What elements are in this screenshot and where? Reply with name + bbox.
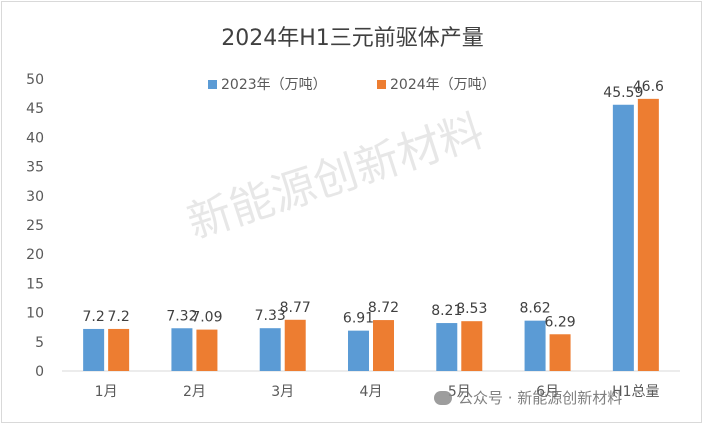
data-label: 8.53 xyxy=(456,301,487,317)
y-tick-label: 45 xyxy=(26,101,44,117)
x-tick-label: 6月 xyxy=(536,384,559,400)
data-label: 8.77 xyxy=(280,300,311,316)
bar-series1 xyxy=(83,328,105,371)
bar-series1 xyxy=(612,104,634,372)
y-tick-label: 30 xyxy=(26,189,44,205)
data-label: 6.91 xyxy=(343,311,374,327)
y-tick-label: 50 xyxy=(26,72,44,88)
legend-label: 2023年（万吨） xyxy=(221,77,327,93)
y-tick-label: 5 xyxy=(35,335,44,351)
y-tick-label: 20 xyxy=(26,247,44,263)
bar-series2 xyxy=(284,319,306,371)
bar-series2 xyxy=(549,334,571,371)
data-label: 46.6 xyxy=(633,79,664,95)
legend-swatch xyxy=(377,80,386,89)
watermark-footer-text: 公众号 · 新能源创新材料 xyxy=(458,389,623,407)
bar-series2 xyxy=(108,328,130,371)
bar-series1 xyxy=(524,320,546,371)
y-tick-label: 0 xyxy=(35,364,44,380)
data-label: 6.29 xyxy=(544,314,575,330)
x-tick-label: H1总量 xyxy=(612,384,659,400)
watermark-footer: 公众号 · 新能源创新材料 xyxy=(434,387,622,408)
x-tick-label: 3月 xyxy=(271,384,294,400)
data-label: 7.2 xyxy=(83,309,105,325)
legend-swatch xyxy=(208,80,217,89)
chart-title: 2024年H1三元前驱体产量 xyxy=(221,26,484,51)
y-tick-label: 15 xyxy=(26,276,44,292)
x-tick-label: 1月 xyxy=(95,384,118,400)
bar-series2 xyxy=(196,329,218,371)
x-tick-label: 2月 xyxy=(183,384,206,400)
data-label: 7.33 xyxy=(255,308,286,324)
y-tick-label: 25 xyxy=(26,218,44,234)
wechat-icon xyxy=(434,391,452,405)
y-tick-label: 10 xyxy=(26,306,44,322)
data-label: 45.59 xyxy=(603,85,643,101)
data-label: 7.32 xyxy=(166,308,197,324)
bar-series1 xyxy=(436,323,458,371)
bar-series2 xyxy=(637,98,659,371)
x-tick-label: 4月 xyxy=(360,384,383,400)
data-label: 7.2 xyxy=(108,309,130,325)
data-label: 8.62 xyxy=(519,301,550,317)
data-label: 8.21 xyxy=(431,303,462,319)
bar-series1 xyxy=(348,330,369,371)
legend-label: 2024年（万吨） xyxy=(390,77,496,93)
bar-series2 xyxy=(461,321,483,371)
bar-series1 xyxy=(259,328,281,371)
x-tick-label: 5月 xyxy=(448,384,471,400)
data-label: 7.09 xyxy=(191,310,222,326)
bar-series2 xyxy=(373,320,394,371)
y-tick-label: 40 xyxy=(26,130,44,146)
bar-series1 xyxy=(171,328,193,371)
y-tick-label: 35 xyxy=(26,160,44,176)
data-label: 8.72 xyxy=(368,300,399,316)
